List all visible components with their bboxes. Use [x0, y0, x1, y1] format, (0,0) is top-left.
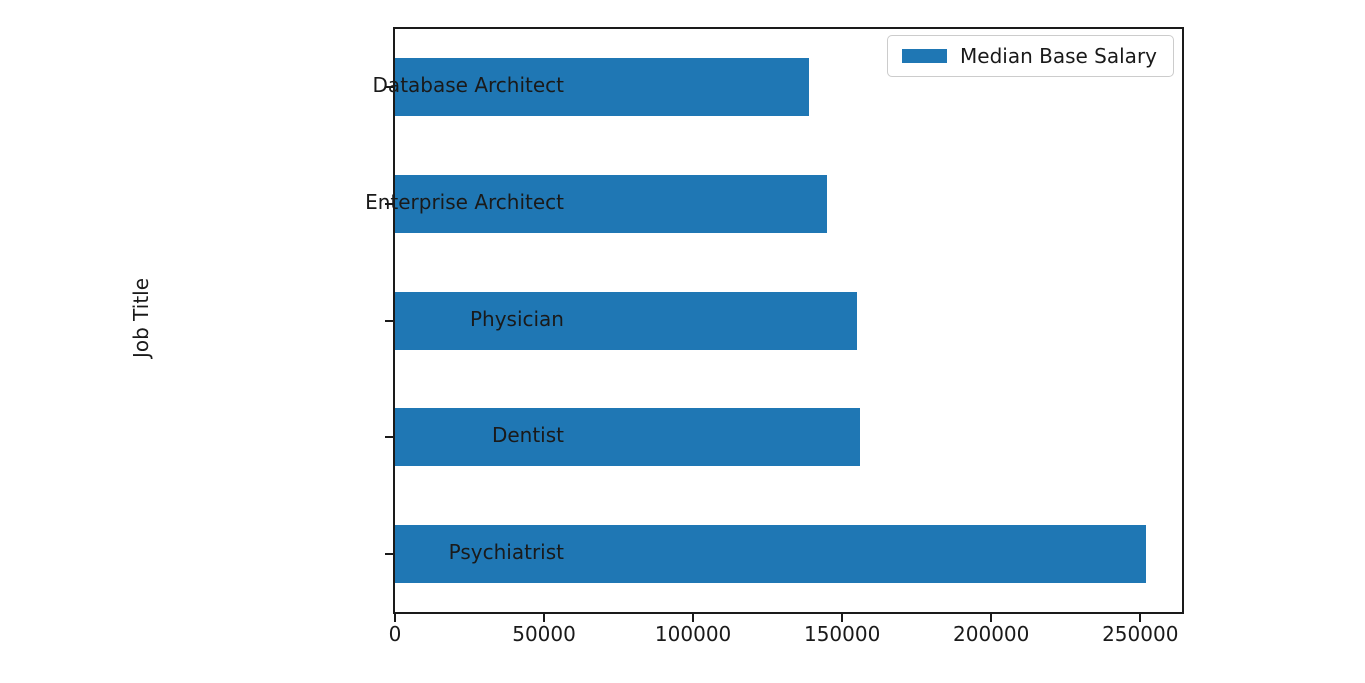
- y-axis-title: Job Title: [129, 277, 153, 359]
- x-tick-label-100000: 100000: [654, 622, 732, 646]
- y-tick-label-enterprise-architect: Enterprise Architect: [365, 189, 564, 214]
- y-tick-label-psychiatrist: Psychiatrist: [448, 539, 564, 564]
- y-tick-label-dentist: Dentist: [491, 423, 564, 448]
- legend-swatch-median-base-salary: [902, 49, 948, 63]
- y-tick-mark: [385, 436, 393, 439]
- bar-enterprise-architect: [395, 174, 828, 233]
- x-tick-label-50000: 50000: [512, 622, 576, 646]
- x-tick-mark: [692, 614, 695, 622]
- y-tick-label-physician: Physician: [469, 306, 564, 331]
- legend-label: Median Base Salary: [960, 44, 1157, 68]
- x-tick-label-250000: 250000: [1102, 622, 1179, 646]
- x-tick-label-150000: 150000: [803, 622, 881, 646]
- x-tick-mark: [394, 614, 396, 622]
- x-tick-label-0: 0: [388, 622, 402, 646]
- plot-area: Median Base Salary: [385, 27, 1184, 622]
- y-tick-mark: [385, 86, 393, 89]
- x-tick-mark: [990, 614, 993, 622]
- x-tick-mark: [841, 614, 844, 622]
- y-tick-label-database-architect: Database Architect: [372, 73, 564, 98]
- y-tick-mark: [385, 319, 393, 322]
- legend: Median Base Salary: [887, 35, 1174, 77]
- bar-psychiatrist: [395, 524, 1147, 583]
- y-tick-mark: [385, 202, 393, 205]
- bar-dentist: [395, 408, 861, 467]
- y-tick-mark: [385, 552, 393, 555]
- x-tick-label-200000: 200000: [953, 622, 1030, 646]
- x-tick-mark: [543, 614, 546, 622]
- bar-physician: [395, 291, 858, 350]
- x-tick-mark: [1139, 614, 1142, 622]
- bar-database-architect: [395, 58, 810, 117]
